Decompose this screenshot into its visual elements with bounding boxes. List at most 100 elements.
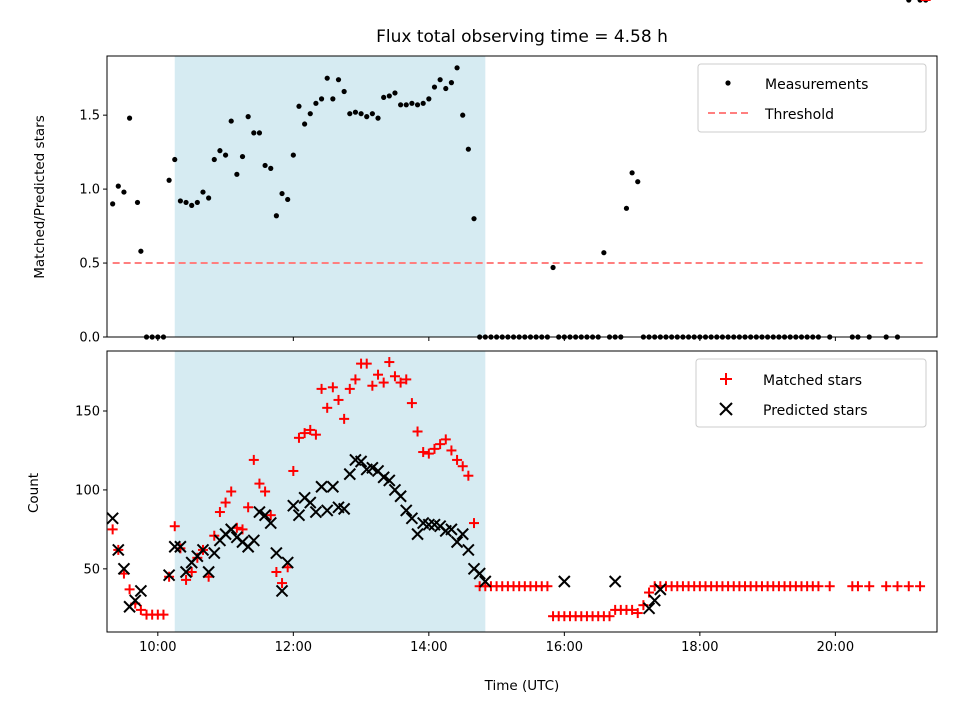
measurement-point bbox=[121, 189, 127, 195]
measurement-point bbox=[251, 130, 257, 136]
matched-star-point bbox=[344, 383, 355, 394]
x-tick-label: 20:00 bbox=[817, 640, 854, 655]
predicted-star-point bbox=[202, 565, 215, 579]
predicted-star-point bbox=[479, 575, 492, 588]
predicted-star-point bbox=[377, 471, 390, 484]
x-tick-label: 18:00 bbox=[681, 640, 718, 655]
predicted-star-point bbox=[208, 546, 221, 560]
measurement-point bbox=[217, 148, 223, 154]
matched-star-point bbox=[915, 581, 926, 592]
measurement-point bbox=[381, 94, 387, 101]
matched-star-point bbox=[288, 465, 299, 476]
top-legend: Measurements Threshold bbox=[697, 63, 927, 133]
matched-star-point bbox=[164, 571, 175, 582]
predicted-star-point bbox=[309, 505, 323, 519]
measurement-point bbox=[398, 102, 404, 108]
matched-star-point bbox=[299, 428, 310, 439]
measurement-point bbox=[268, 165, 274, 171]
matched-star-point bbox=[271, 567, 282, 578]
legend-predicted-marker bbox=[719, 402, 733, 416]
predicted-star-point bbox=[129, 594, 142, 607]
predicted-star-point bbox=[648, 594, 661, 607]
matched-star-point bbox=[406, 398, 417, 409]
matched-star-point bbox=[892, 581, 903, 592]
measurement-point bbox=[460, 112, 466, 118]
measurement-point bbox=[290, 152, 296, 158]
predicted-star-point bbox=[112, 543, 125, 557]
matched-star-point bbox=[316, 383, 327, 394]
matched-star-point bbox=[435, 439, 446, 450]
bottom-axes-frame bbox=[106, 350, 938, 633]
matched-star-point bbox=[310, 429, 321, 440]
predicted-star-point bbox=[366, 461, 379, 475]
predicted-star-point bbox=[264, 516, 277, 530]
predicted-star-point bbox=[558, 575, 571, 588]
top-axes-frame bbox=[106, 55, 938, 338]
legend-measurements-label: Measurements bbox=[765, 77, 868, 93]
chart-title: Flux total observing time = 4.58 h bbox=[376, 27, 668, 47]
predicted-star-point bbox=[225, 523, 238, 536]
y-tick-label: 1.5 bbox=[79, 109, 100, 124]
measurement-point bbox=[206, 195, 212, 201]
measurement-point bbox=[200, 189, 206, 195]
predicted-star-point bbox=[608, 575, 622, 588]
measurement-point bbox=[134, 199, 141, 206]
predicted-star-point bbox=[117, 562, 131, 576]
measurement-point bbox=[189, 202, 195, 208]
matched-star-point bbox=[542, 581, 553, 592]
bottom-marks bbox=[106, 0, 931, 622]
matched-star-point bbox=[423, 448, 434, 459]
matched-star-point bbox=[457, 461, 468, 472]
measurement-point bbox=[623, 205, 630, 211]
measurement-point bbox=[279, 190, 285, 197]
matched-star-point bbox=[429, 443, 440, 454]
measurement-point bbox=[166, 177, 172, 183]
measurement-point bbox=[273, 213, 279, 219]
matched-star-point bbox=[463, 470, 474, 481]
bottom-y-ticks: 50 100 150 bbox=[75, 404, 107, 577]
y-tick-label: 50 bbox=[83, 562, 100, 577]
measurement-point bbox=[228, 118, 234, 124]
predicted-star-point bbox=[326, 480, 340, 493]
measurement-point bbox=[330, 96, 336, 102]
bottom-x-ticks: 10:00 12:00 14:00 16:00 18:00 20:00 bbox=[139, 632, 854, 655]
measurement-point bbox=[324, 75, 330, 81]
measurement-point bbox=[465, 146, 471, 152]
predicted-star-point bbox=[343, 467, 356, 481]
predicted-star-point bbox=[456, 527, 469, 541]
matched-star-point bbox=[135, 604, 146, 615]
predicted-star-point bbox=[287, 499, 300, 512]
matched-star-point bbox=[327, 382, 338, 393]
legend-measurements-marker bbox=[725, 80, 731, 86]
y-tick-label: 150 bbox=[75, 404, 100, 419]
matched-star-point bbox=[446, 445, 457, 456]
matched-star-point bbox=[248, 454, 259, 465]
matched-star-point bbox=[339, 413, 350, 424]
predicted-star-point bbox=[405, 512, 419, 525]
x-axis-label: Time (UTC) bbox=[484, 678, 560, 694]
matched-star-point bbox=[632, 608, 643, 619]
matched-star-point bbox=[881, 581, 892, 592]
predicted-star-point bbox=[304, 496, 317, 509]
predicted-star-point bbox=[654, 583, 667, 596]
matched-star-point bbox=[243, 502, 254, 513]
y-tick-label: 100 bbox=[75, 483, 100, 498]
predicted-star-point bbox=[354, 455, 368, 468]
measurement-point bbox=[211, 156, 217, 163]
measurement-point bbox=[375, 115, 381, 121]
matched-star-point bbox=[469, 518, 480, 529]
measurement-point bbox=[392, 90, 398, 96]
measurement-point bbox=[183, 199, 189, 206]
matched-star-point bbox=[124, 584, 135, 595]
measurement-point bbox=[437, 77, 443, 83]
matched-star-point bbox=[169, 521, 180, 532]
measurement-point bbox=[110, 201, 116, 207]
predicted-star-point bbox=[292, 508, 306, 522]
y-tick-label: 0.0 bbox=[79, 331, 100, 346]
measurement-point bbox=[341, 88, 347, 95]
measurement-point bbox=[420, 100, 426, 106]
predicted-star-point bbox=[445, 523, 458, 536]
measurement-point bbox=[177, 198, 184, 204]
predicted-star-point bbox=[462, 543, 475, 557]
predicted-star-point bbox=[258, 508, 272, 522]
